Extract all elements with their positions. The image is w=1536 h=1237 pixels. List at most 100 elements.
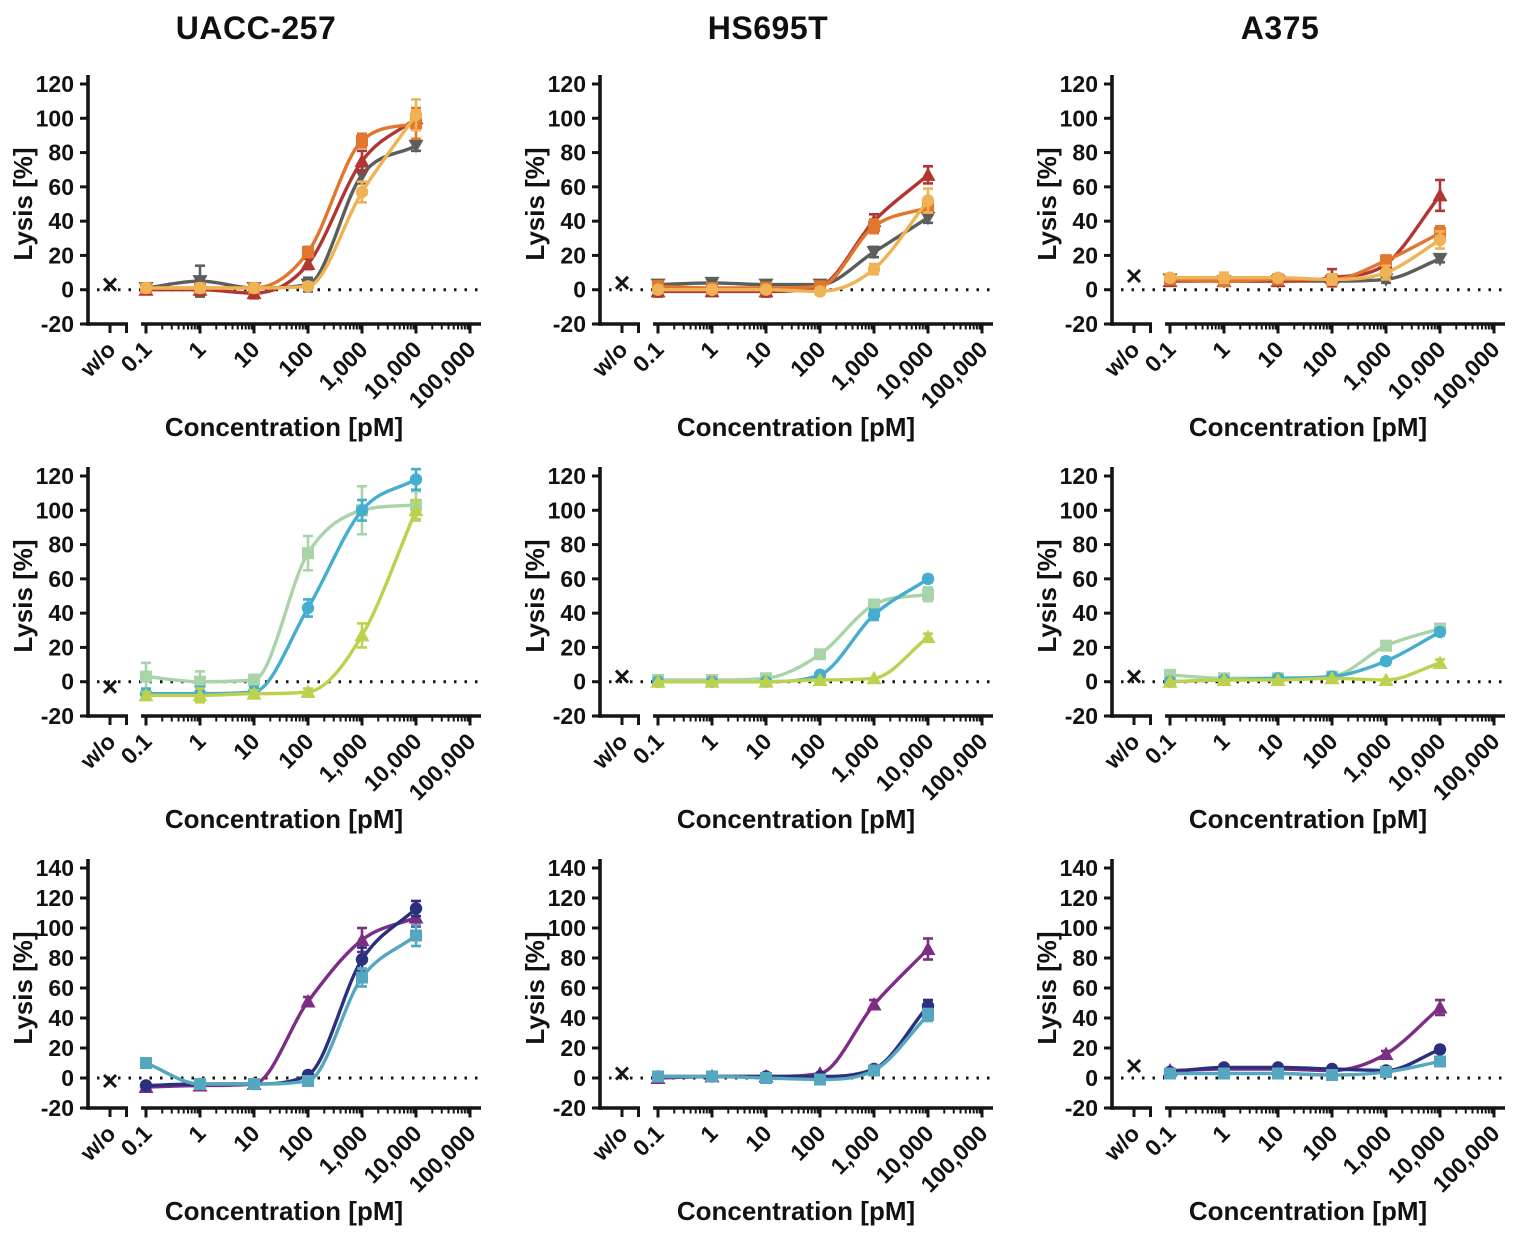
svg-text:40: 40 (48, 208, 74, 234)
chart-row1-uacc257: -20 0 20 40 60 80 100 120 w/o 0.1 1 10 100 1,000 10,00… (0, 56, 512, 448)
svg-text:40: 40 (48, 1005, 74, 1031)
svg-text:140: 140 (36, 855, 74, 881)
svg-text:20: 20 (1072, 1035, 1098, 1061)
svg-text:100: 100 (785, 728, 831, 774)
svg-text:80: 80 (1072, 140, 1098, 166)
svg-text:20: 20 (48, 634, 74, 660)
svg-text:-20: -20 (1065, 1095, 1098, 1121)
svg-text:0.1: 0.1 (628, 728, 669, 769)
chart-row3-uacc257: -20 0 20 40 60 80 100 120 140 w/o 0.1 1 10 100 1,000 10… (0, 840, 512, 1232)
svg-text:140: 140 (1060, 855, 1098, 881)
svg-text:Concentration [pM]: Concentration [pM] (165, 412, 403, 442)
svg-text:Concentration [pM]: Concentration [pM] (1189, 1196, 1427, 1226)
svg-text:100: 100 (785, 336, 831, 382)
svg-text:20: 20 (560, 634, 586, 660)
svg-text:w/o: w/o (1098, 1120, 1144, 1166)
svg-text:w/o: w/o (586, 728, 632, 774)
svg-text:100: 100 (1060, 915, 1098, 941)
svg-text:100: 100 (1297, 728, 1343, 774)
svg-text:100: 100 (36, 915, 74, 941)
svg-text:-20: -20 (1065, 703, 1098, 729)
svg-text:60: 60 (560, 174, 586, 200)
svg-text:Concentration [pM]: Concentration [pM] (165, 804, 403, 834)
svg-text:10: 10 (740, 336, 776, 372)
svg-text:10: 10 (740, 1120, 776, 1156)
svg-text:20: 20 (1072, 242, 1098, 268)
svg-text:120: 120 (548, 71, 586, 97)
svg-text:0: 0 (1085, 1065, 1098, 1091)
svg-text:40: 40 (560, 1005, 586, 1031)
svg-text:120: 120 (1060, 71, 1098, 97)
column-title-hs695t: HS695T (707, 9, 829, 46)
svg-text:-20: -20 (553, 1095, 586, 1121)
svg-text:40: 40 (560, 600, 586, 626)
svg-text:0: 0 (61, 277, 74, 303)
svg-text:10: 10 (228, 1120, 264, 1156)
svg-text:Lysis [%]: Lysis [%] (520, 539, 550, 652)
svg-text:Concentration [pM]: Concentration [pM] (677, 412, 915, 442)
svg-text:1: 1 (695, 336, 723, 364)
svg-text:1: 1 (183, 336, 211, 364)
svg-text:10: 10 (1252, 728, 1288, 764)
svg-text:Lysis [%]: Lysis [%] (1032, 539, 1062, 652)
svg-text:100: 100 (1060, 105, 1098, 131)
svg-text:w/o: w/o (586, 336, 632, 382)
svg-text:10: 10 (1252, 1120, 1288, 1156)
svg-text:80: 80 (560, 945, 586, 971)
svg-text:Lysis [%]: Lysis [%] (8, 931, 38, 1044)
svg-text:1: 1 (1207, 1120, 1235, 1148)
svg-text:Concentration [pM]: Concentration [pM] (677, 804, 915, 834)
chart-row1-a375: -20 0 20 40 60 80 100 120 w/o 0.1 1 10 100 1,000 10,00… (1024, 56, 1536, 448)
svg-text:1: 1 (1207, 728, 1235, 756)
svg-text:60: 60 (48, 174, 74, 200)
svg-text:100: 100 (548, 105, 586, 131)
svg-text:60: 60 (1072, 975, 1098, 1001)
svg-text:-20: -20 (41, 1095, 74, 1121)
chart-row3-hs695t: -20 0 20 40 60 80 100 120 140 w/o 0.1 1 10 100 1,000 10… (512, 840, 1024, 1232)
svg-text:120: 120 (36, 463, 74, 489)
svg-text:-20: -20 (553, 311, 586, 337)
chart-row3-a375: -20 0 20 40 60 80 100 120 140 w/o 0.1 1 10 100 1,000 10… (1024, 840, 1536, 1232)
svg-text:Lysis [%]: Lysis [%] (1032, 147, 1062, 260)
svg-text:Lysis [%]: Lysis [%] (520, 931, 550, 1044)
svg-text:80: 80 (48, 532, 74, 558)
svg-text:60: 60 (560, 975, 586, 1001)
column-title-uacc257: UACC-257 (175, 9, 337, 46)
svg-text:0: 0 (61, 1065, 74, 1091)
svg-text:0.1: 0.1 (116, 1120, 157, 1161)
svg-text:120: 120 (548, 463, 586, 489)
svg-text:80: 80 (1072, 532, 1098, 558)
svg-text:80: 80 (1072, 945, 1098, 971)
column-title-a375: A375 (1240, 9, 1320, 46)
svg-text:80: 80 (48, 140, 74, 166)
svg-text:0.1: 0.1 (628, 1120, 669, 1161)
svg-text:0: 0 (573, 1065, 586, 1091)
svg-text:120: 120 (36, 71, 74, 97)
chart-row2-uacc257: -20 0 20 40 60 80 100 120 w/o 0.1 1 10 100 1,000 10,00… (0, 448, 512, 840)
svg-text:-20: -20 (553, 703, 586, 729)
chart-row1-hs695t: -20 0 20 40 60 80 100 120 w/o 0.1 1 10 100 1,000 10,00… (512, 56, 1024, 448)
svg-text:1: 1 (695, 728, 723, 756)
svg-text:80: 80 (560, 140, 586, 166)
svg-text:1: 1 (1207, 336, 1235, 364)
svg-text:0: 0 (573, 669, 586, 695)
svg-text:100: 100 (273, 1120, 319, 1166)
svg-text:20: 20 (48, 1035, 74, 1061)
svg-text:40: 40 (560, 208, 586, 234)
svg-text:80: 80 (560, 532, 586, 558)
chart-row2-hs695t: -20 0 20 40 60 80 100 120 w/o 0.1 1 10 100 1,000 10,00… (512, 448, 1024, 840)
svg-text:Concentration [pM]: Concentration [pM] (165, 1196, 403, 1226)
svg-text:100: 100 (273, 728, 319, 774)
svg-text:Lysis [%]: Lysis [%] (1032, 931, 1062, 1044)
svg-text:20: 20 (560, 1035, 586, 1061)
svg-text:100: 100 (785, 1120, 831, 1166)
svg-text:120: 120 (548, 885, 586, 911)
svg-text:100: 100 (1060, 497, 1098, 523)
svg-text:0: 0 (573, 277, 586, 303)
